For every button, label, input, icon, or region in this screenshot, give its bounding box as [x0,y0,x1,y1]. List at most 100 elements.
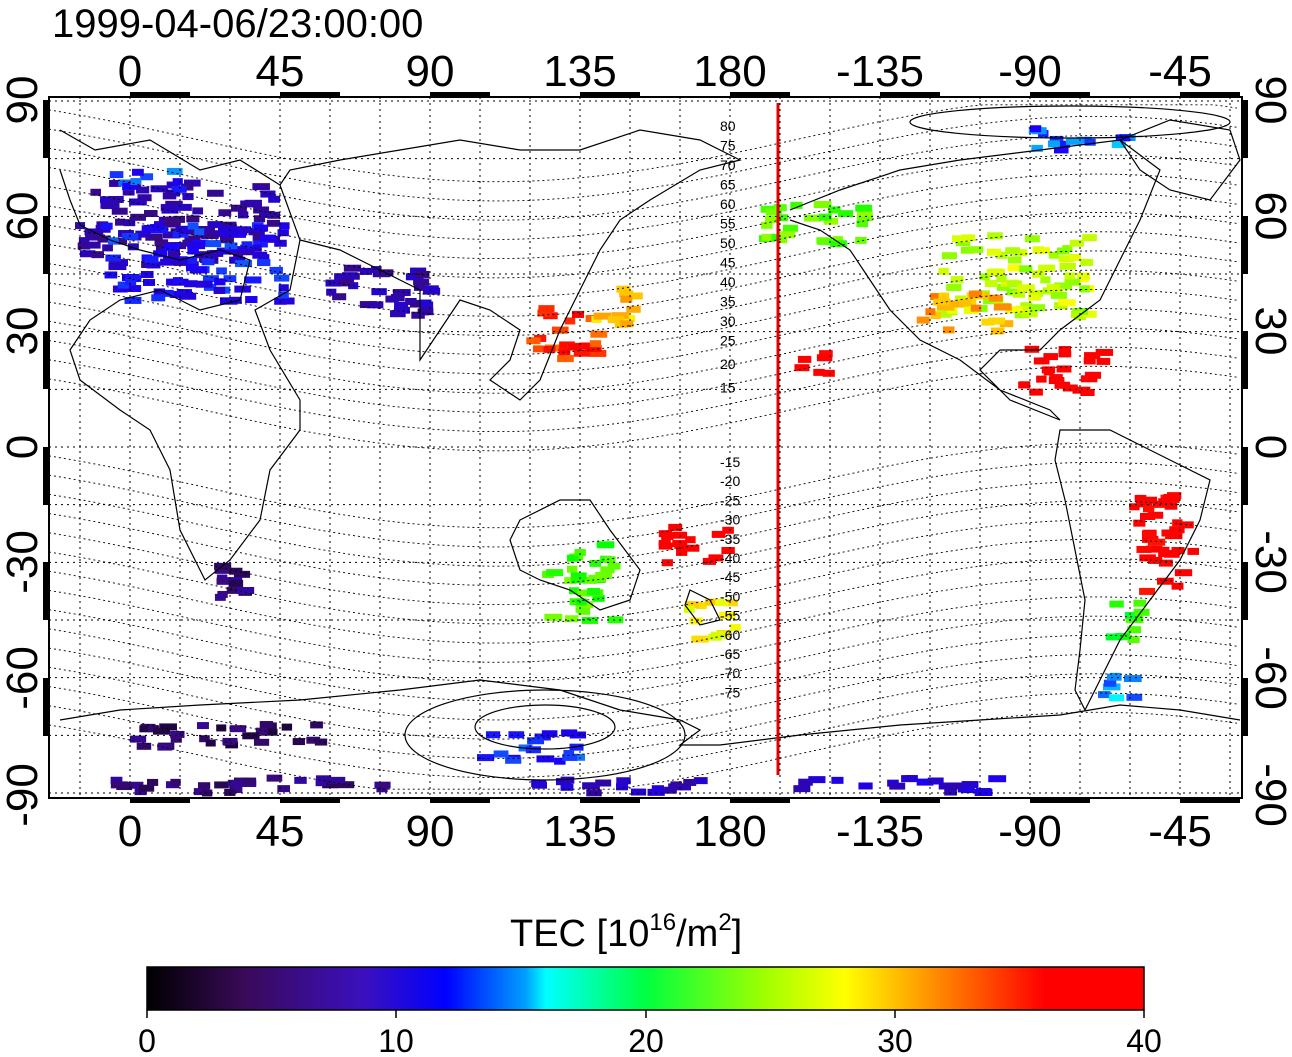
tec-cell [151,294,166,302]
tec-cell [596,541,615,549]
tec-cell [494,750,509,758]
tec-cell [960,246,975,254]
tec-cell [1056,365,1072,373]
tec-cell [274,239,287,247]
tec-cell [1146,545,1163,553]
axis-label: 60 [0,192,47,241]
tec-cell [1133,519,1146,527]
tec-cell [968,290,983,298]
tec-cell [1005,306,1023,314]
colorbar-tick-label: 30 [877,1023,913,1057]
contour-label: 70 [720,157,736,173]
tec-cell [214,278,226,286]
axis-tick-bar [130,92,190,98]
tec-cell [889,782,906,790]
axis-label: -45 [1148,807,1212,856]
tec-cell [616,285,631,293]
tec-cell [554,757,566,765]
tec-cell [1055,140,1071,148]
tec-cell [1076,136,1092,144]
tec-cell [988,317,1006,325]
tec-cell [136,186,150,194]
axis-label: -135 [836,47,924,96]
tec-cell [231,204,247,212]
tec-cell [715,598,729,606]
tec-cell [570,572,587,580]
tec-cell [260,728,278,736]
magnetic-contour [49,634,1238,721]
tec-cell [719,611,736,619]
coastline-north-america [789,139,1161,421]
tec-cell [129,198,147,206]
tec-cell [314,738,328,746]
tec-cell [782,224,799,232]
tec-cell [281,723,293,731]
tec-cell [155,244,167,252]
axis-tick-bar [280,797,340,803]
axis-label: 180 [693,47,766,96]
tec-cell [583,576,597,584]
tec-cell [1028,289,1043,297]
tec-cell [226,586,242,594]
tec-cell [999,320,1014,328]
tec-cell [593,312,612,320]
tec-cell [315,779,327,787]
tec-cell [146,778,159,786]
tec-cell [525,746,541,754]
tec-cell [582,782,600,790]
tec-cell [1046,284,1060,292]
tec-cell [277,229,289,237]
tec-cell [1062,384,1078,392]
contour-label: 30 [720,313,736,329]
tec-cell [684,601,699,609]
tec-cell [682,544,700,552]
tec-cell [946,283,962,291]
tec-cell [619,290,634,298]
tec-cell [214,566,232,574]
axis-tick-bar [430,92,490,98]
tec-cell [236,586,255,594]
tec-cell [711,530,726,538]
tec-cell [984,280,998,288]
tec-cell [171,185,187,193]
tec-cell [855,236,867,244]
tec-cell [916,316,930,324]
tec-cell [855,204,872,212]
tec-cell [163,220,181,228]
tec-cell [84,228,100,236]
tec-cell [708,554,724,562]
colorbar-ticks: 0 10 20 30 40 [138,1010,1162,1057]
tec-cell [322,781,339,789]
tec-cell [245,296,258,304]
tec-cell [207,221,223,229]
tec-cell [112,285,128,293]
tec-cell [979,273,990,281]
tec-cell [411,311,425,319]
tec-cell [1129,503,1140,511]
tec-cell [1083,357,1096,365]
contour-label: -45 [720,569,740,585]
tec-cell [337,781,355,789]
tec-cell [689,617,703,625]
axis-tick-bar [130,797,190,803]
axis-tick-bar [280,92,340,98]
tec-cell [123,219,136,227]
tec-cell [564,615,579,623]
tec-cell [777,231,796,239]
tec-cell [1054,381,1071,389]
tec-cell [925,308,936,316]
tec-cell [970,304,982,312]
magnetic-contour [49,308,1238,394]
tec-cell [589,559,601,567]
axis-tick-bar [1242,331,1248,389]
tec-cell [277,785,290,793]
tec-cell [1029,125,1042,133]
tec-cell [575,598,587,606]
tec-cell [413,278,430,286]
tec-cell [279,297,295,305]
axis-label: -90 [0,763,47,827]
tec-cell [217,225,233,233]
magnetic-contour [49,269,1238,356]
tec-cell [144,256,159,264]
